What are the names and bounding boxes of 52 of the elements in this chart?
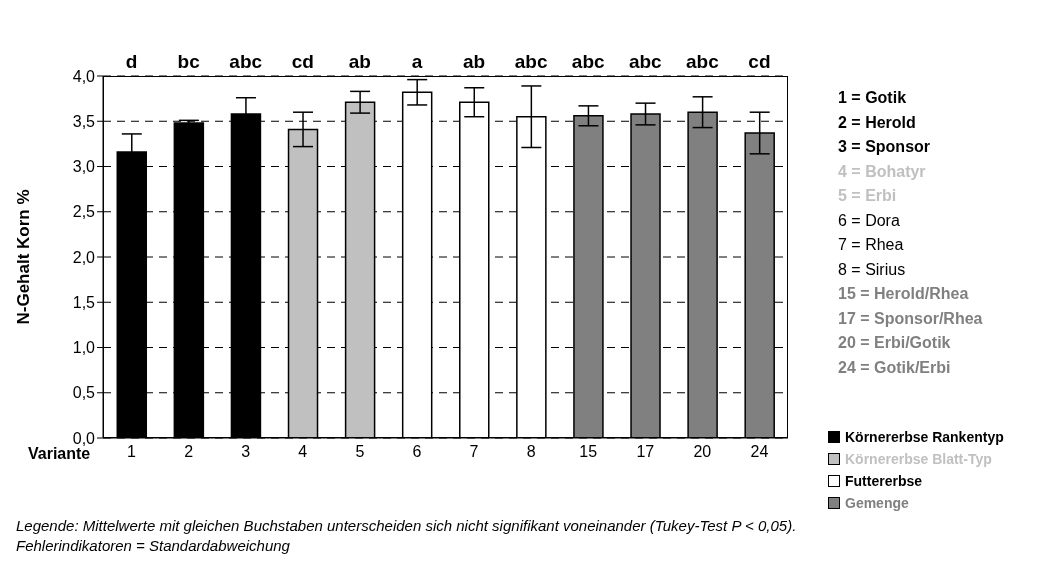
text: 5 = Erbi: [838, 186, 898, 206]
legend-label: Gemenge: [845, 494, 909, 513]
text: 4 = Bohatyr: [838, 161, 927, 182]
y-tick-label: 1,0: [72, 339, 96, 357]
y-tick-label: 4,0: [72, 67, 96, 85]
x-tick-label: 6: [412, 443, 422, 461]
y-tick-label: 3,0: [72, 158, 96, 176]
x-axis-title: Variante: [28, 445, 91, 463]
x-tick-label: 1: [127, 443, 137, 461]
x-tick-label: 2: [184, 443, 194, 461]
text: bc: [177, 51, 201, 72]
x-tick-label: 20: [693, 443, 712, 461]
text: 7 = Rhea: [838, 235, 905, 255]
text: a: [411, 51, 423, 72]
legend-label: Körnererbse Blatt-Typ: [845, 450, 992, 469]
x-tick-label: 8: [526, 443, 536, 461]
text: abc: [229, 51, 263, 72]
text: d: [125, 51, 138, 72]
y-tick-label: 3,5: [72, 112, 96, 130]
text: abc: [571, 51, 606, 72]
text: 8 = Sirius: [838, 259, 907, 280]
text: abc: [628, 51, 663, 72]
text: abc: [514, 51, 548, 72]
y-tick-label: 0,5: [72, 384, 96, 402]
text: 6 = Dora: [838, 210, 901, 231]
y-tick-label: 1,5: [72, 293, 96, 311]
text: 1 = Gotik: [838, 88, 908, 108]
text: ab: [462, 51, 486, 72]
y-tick-label: 0,0: [72, 429, 96, 447]
text: 15 = Herold/Rhea: [838, 284, 970, 304]
text: cd: [291, 51, 314, 72]
text: cd: [748, 51, 771, 72]
x-tick-label: 7: [469, 443, 479, 461]
y-axis-title: N-Gehalt Korn %: [14, 189, 34, 325]
x-tick-label: 17: [636, 443, 655, 461]
text: Legende: Mittelwerte mit gleichen Buchstaben unterscheiden sich nicht signifikant voneinander (Tukey-Test P < 0,05). Fehlerindikatoren = Standardabweichung: [16, 516, 798, 556]
text: 17 = Sponsor/Rhea: [838, 308, 983, 329]
x-tick-label: 5: [355, 443, 365, 461]
x-tick-label: 15: [579, 443, 598, 461]
legend-label: Körnererbse Rankentyp: [845, 428, 1004, 447]
text: 2 = Herold: [838, 112, 917, 133]
text: ab: [348, 51, 371, 72]
text: 3 = Sponsor: [838, 137, 932, 157]
x-tick-label: 24: [750, 443, 769, 461]
y-tick-label: 2,5: [72, 203, 96, 221]
x-tick-label: 3: [241, 443, 251, 461]
legend-label: Futtererbse: [845, 472, 923, 491]
text: abc: [686, 51, 720, 72]
y-tick-label: 2,0: [72, 248, 96, 266]
x-tick-label: 4: [298, 443, 308, 461]
text: 24 = Gotik/Erbi: [838, 357, 952, 378]
text: 20 = Erbi/Gotik: [838, 333, 952, 353]
